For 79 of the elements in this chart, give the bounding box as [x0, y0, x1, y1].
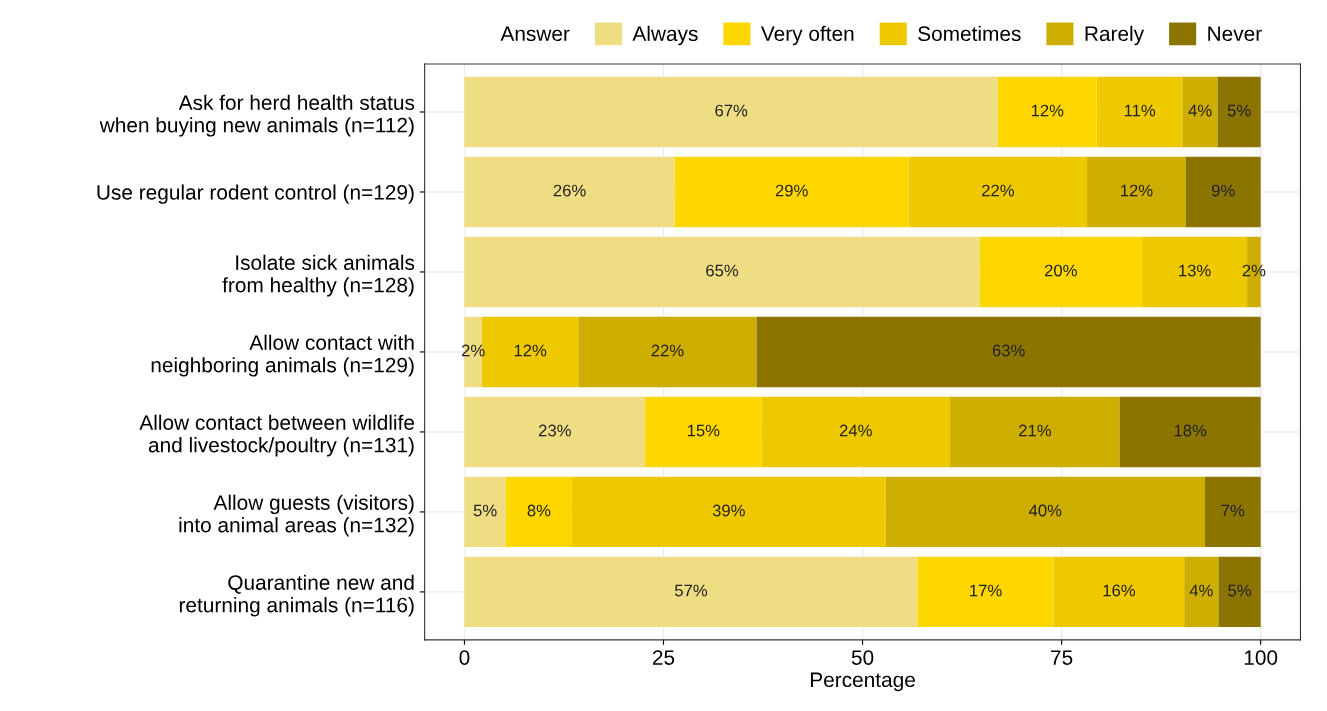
- data-label: 4%: [1188, 104, 1212, 117]
- bar: [950, 396, 1120, 468]
- data-label: 24%: [839, 424, 872, 437]
- bar: [1184, 556, 1219, 628]
- y-tick-label: Allow guests (visitors) into animal areas (n=132): [179, 494, 414, 537]
- bar: [571, 476, 886, 548]
- bar: [1185, 156, 1261, 228]
- data-label: 4%: [1189, 584, 1213, 597]
- bar: [756, 316, 1261, 388]
- data-label: 22%: [982, 184, 1014, 197]
- data-label: 23%: [538, 424, 571, 437]
- y-tick-label: Quarantine new and returning animals (n=116): [179, 574, 414, 617]
- y-tick-label: Ask for herd health status when buying new animals (n=112): [99, 94, 415, 137]
- legend-label: Rarely: [1085, 25, 1145, 46]
- data-label: 26%: [553, 184, 586, 197]
- bar: [464, 396, 646, 468]
- y-tick-label: Allow contact with neighboring animals (n=129): [151, 334, 414, 377]
- bar: [1217, 76, 1261, 148]
- data-label: 9%: [1211, 184, 1235, 197]
- bar: [908, 156, 1088, 228]
- bar: [917, 556, 1054, 628]
- x-tick-label: 0: [459, 650, 470, 665]
- bar: [464, 476, 506, 548]
- data-label: 18%: [1174, 424, 1207, 437]
- bar: [1053, 556, 1185, 628]
- data-label: 16%: [1103, 584, 1136, 597]
- data-label: 5%: [1228, 584, 1251, 597]
- bar: [505, 476, 572, 548]
- data-label: 12%: [514, 344, 547, 357]
- data-label: 21%: [1019, 424, 1052, 437]
- y-tick-label: Allow contact between wildlife and livestock/poultry (n=131): [139, 414, 414, 457]
- legend-label: Sometimes: [918, 25, 1021, 42]
- bar: [1096, 76, 1183, 148]
- bar: [885, 476, 1205, 548]
- data-label: 15%: [687, 424, 720, 437]
- x-tick-label: 75: [1051, 650, 1073, 665]
- bar: [997, 76, 1097, 148]
- bar: [674, 156, 909, 228]
- bar: [645, 396, 762, 468]
- bar: [1204, 476, 1261, 548]
- data-label: 11%: [1124, 104, 1156, 117]
- data-label: 12%: [1121, 184, 1153, 197]
- data-label: 65%: [706, 264, 739, 277]
- x-tick-label: 100: [1244, 650, 1278, 665]
- bar: [464, 156, 675, 228]
- data-label: 63%: [992, 344, 1025, 357]
- data-label: 39%: [712, 504, 745, 517]
- data-label: 57%: [674, 584, 708, 597]
- data-label: 13%: [1179, 264, 1211, 277]
- data-label: 7%: [1221, 504, 1245, 517]
- y-tick-label: Use regular rodent control (n=129): [97, 184, 414, 204]
- data-label: 22%: [651, 344, 684, 357]
- data-label: 17%: [970, 584, 1002, 597]
- bar: [464, 556, 918, 628]
- bar: [761, 396, 951, 468]
- bar: [464, 236, 980, 308]
- data-label: 29%: [775, 184, 808, 197]
- bar: [979, 236, 1143, 308]
- bar: [1119, 396, 1261, 468]
- x-axis-title: Percentage: [810, 672, 915, 692]
- data-label: 40%: [1028, 504, 1062, 517]
- legend-label: Very often: [760, 25, 854, 46]
- data-label: 5%: [473, 504, 497, 517]
- bar: [464, 76, 998, 148]
- bar: [1182, 76, 1218, 148]
- data-label: 12%: [1031, 104, 1064, 117]
- bar: [578, 316, 757, 388]
- bar: [1087, 156, 1186, 228]
- data-label: 20%: [1044, 264, 1077, 277]
- legend-title: Answer: [500, 26, 570, 42]
- x-tick-label: 50: [851, 650, 874, 665]
- bar: [1218, 556, 1261, 628]
- legend-label: Never: [1208, 26, 1262, 42]
- data-label: 67%: [715, 104, 748, 117]
- data-label: 8%: [527, 504, 551, 517]
- data-label: 5%: [1227, 104, 1251, 117]
- y-tick-label: Isolate sick animals from healthy (n=128): [222, 254, 415, 297]
- x-tick-label: 25: [652, 650, 675, 665]
- legend-label: Always: [632, 25, 698, 46]
